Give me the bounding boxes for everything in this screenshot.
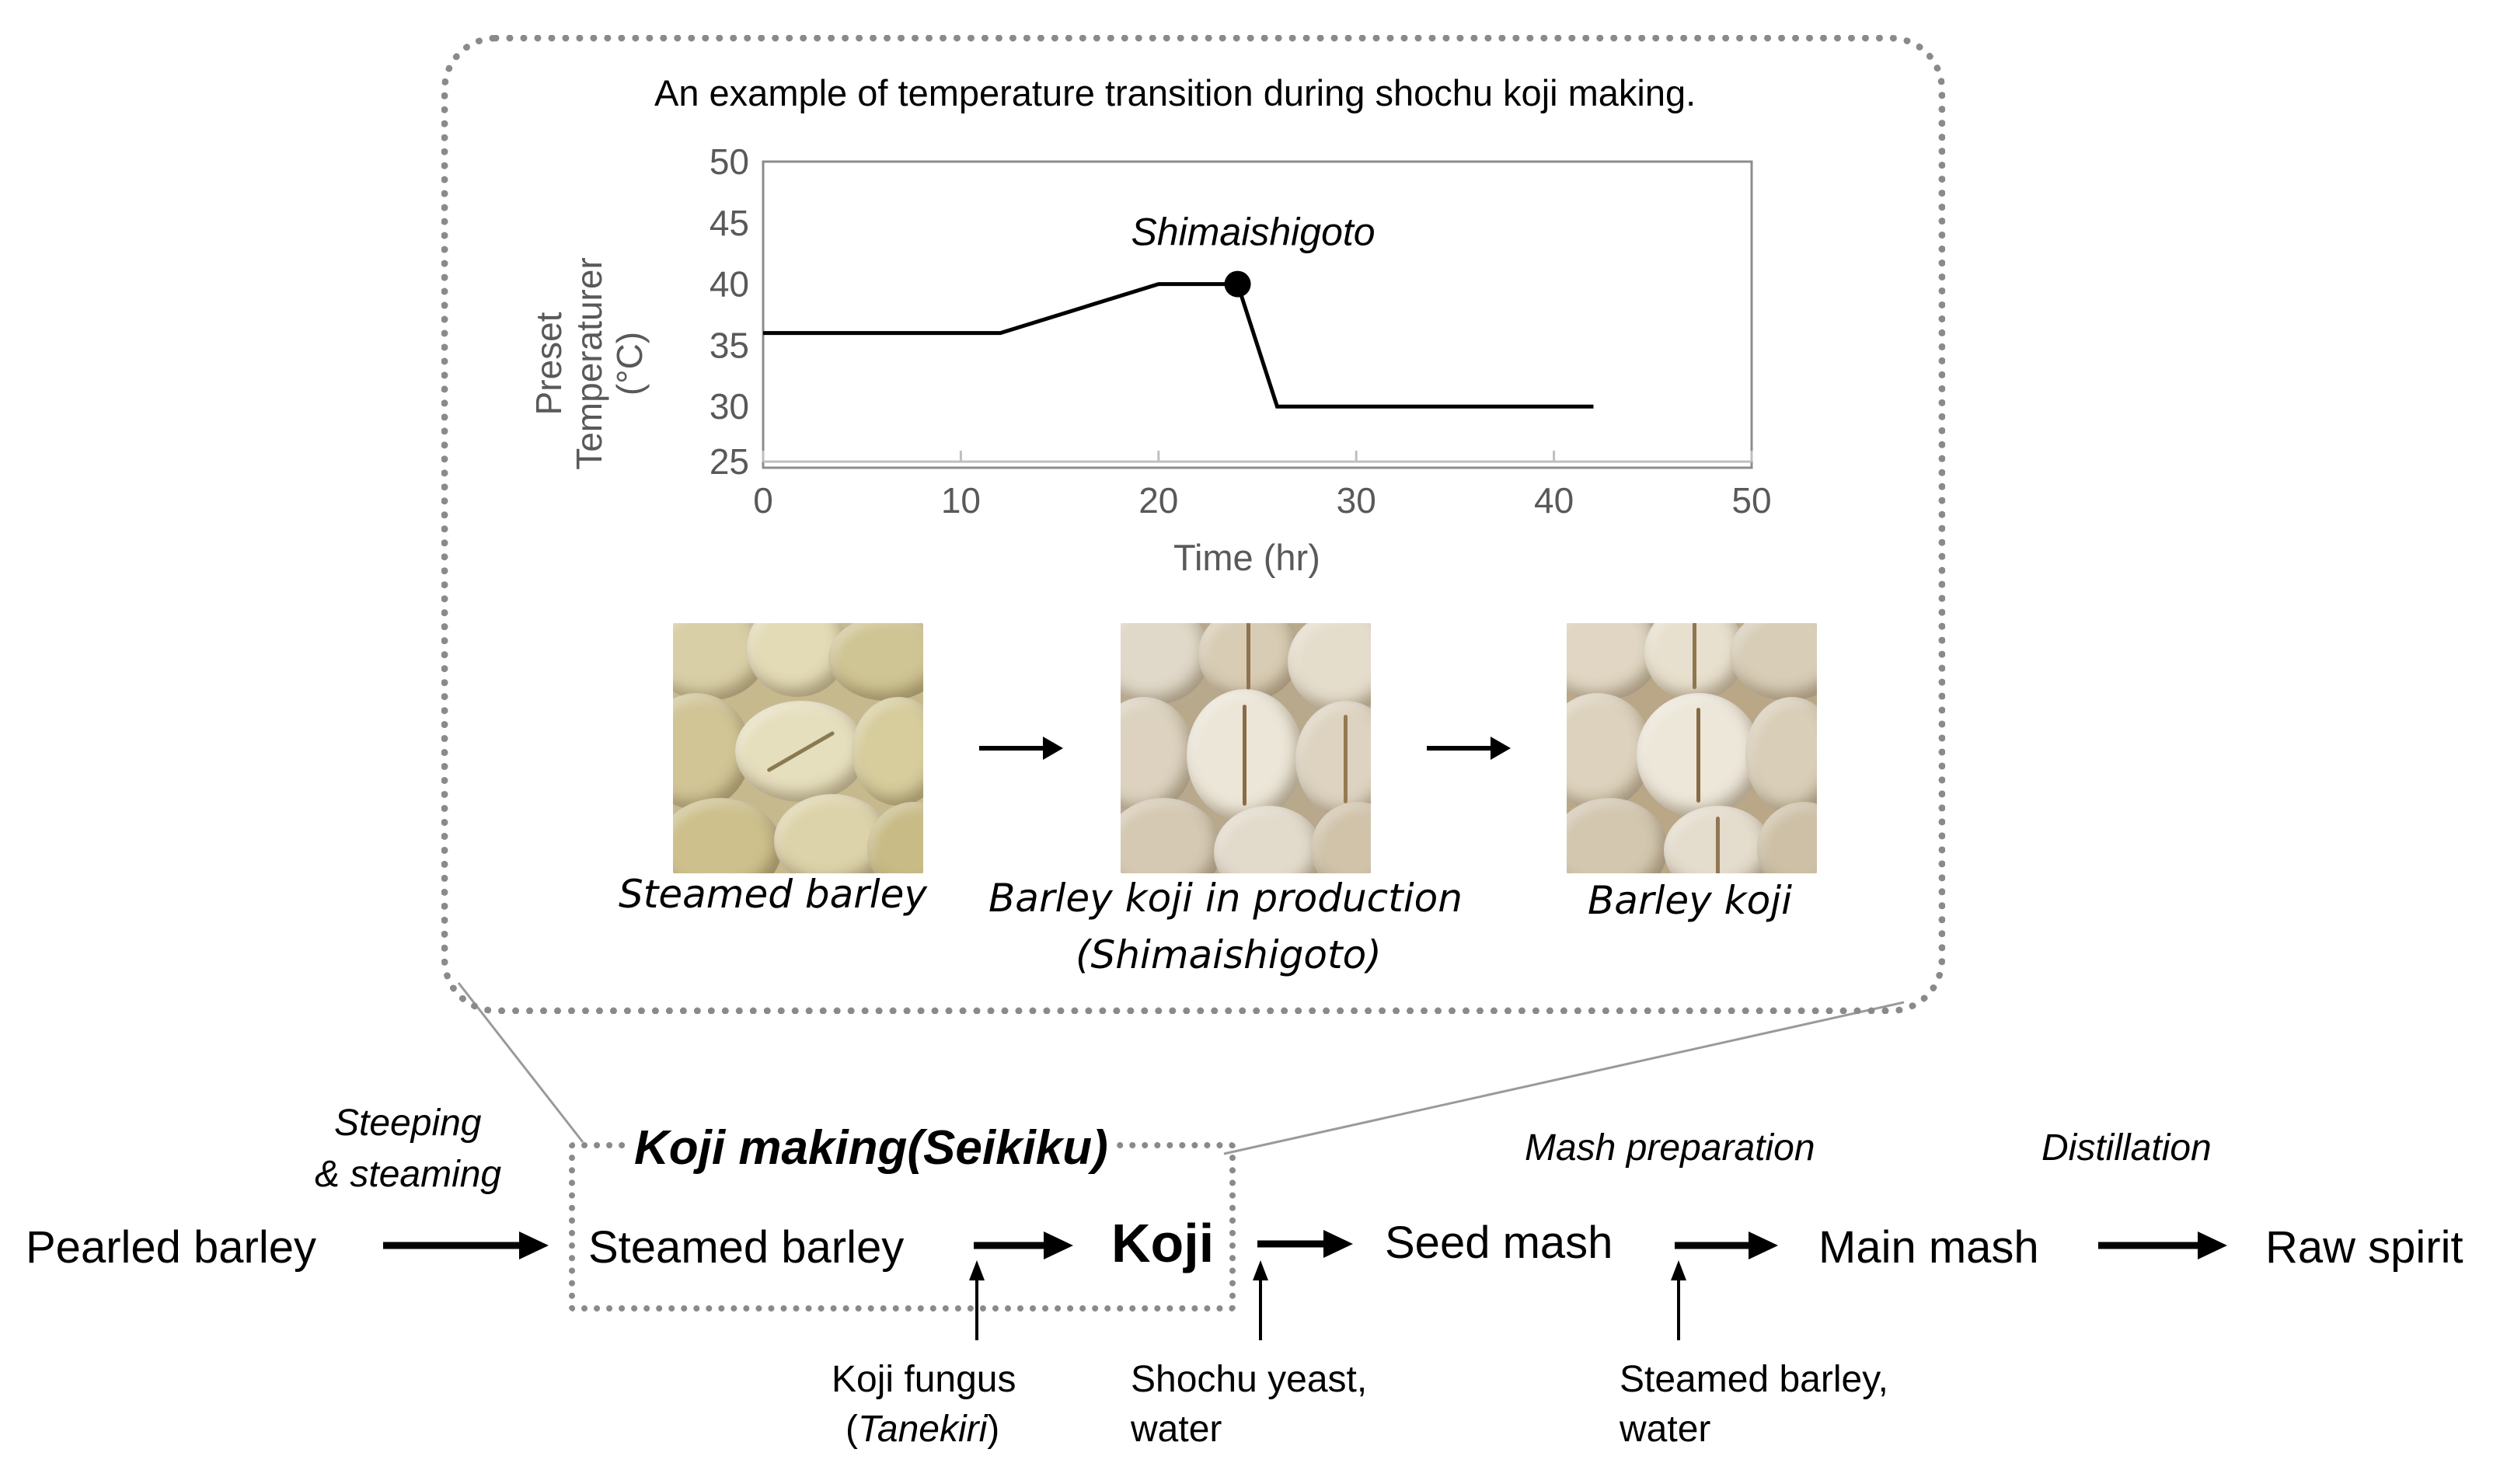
label-steeping: Steeping <box>334 1103 482 1144</box>
arrow-koji-to-seed <box>1257 1230 1353 1258</box>
series-line <box>763 282 1594 409</box>
paren-close: ) <box>987 1409 1000 1450</box>
step-main-mash: Main mash <box>1818 1222 2039 1273</box>
y-tick-label-40: 40 <box>710 264 749 305</box>
caption-barley-koji-in-production: Barley koji in production <box>988 876 1463 921</box>
input-yeast-line1: Shochu yeast, <box>1131 1359 1368 1400</box>
photo-steamed-barley <box>673 623 923 873</box>
y-tick-label-30: 30 <box>710 386 749 427</box>
arrow-main-to-raw <box>2098 1231 2227 1259</box>
photo-arrow-2 <box>1427 737 1511 760</box>
photo-arrow-1 <box>979 737 1063 760</box>
caption-steamed-barley: Steamed barley <box>619 872 928 917</box>
photo-barley-koji-in-production <box>1121 623 1371 873</box>
input-barley-line2: water <box>1620 1409 1711 1450</box>
arrow-seed-to-main <box>1675 1231 1778 1259</box>
temperature-chart: 0 10 20 30 40 50 25 30 35 40 45 50 Shimaishigoto <box>710 141 1772 521</box>
marker-point <box>1224 270 1251 298</box>
y-tick-label-35: 35 <box>710 325 749 365</box>
label-mash-preparation: Mash preparation <box>1525 1127 1815 1169</box>
label-steaming: & steaming <box>315 1154 502 1195</box>
photo-barley-koji <box>1567 623 1817 873</box>
x-tick-label-20: 20 <box>1138 480 1178 521</box>
step-pearled-barley: Pearled barley <box>26 1222 316 1273</box>
inset-box <box>441 35 1945 1014</box>
x-tick-label-10: 10 <box>941 480 981 521</box>
y-tick-label-45: 45 <box>710 203 749 243</box>
step-raw-spirit: Raw spirit <box>2265 1222 2463 1273</box>
koji-making-title: Koji making(Seikiku) <box>628 1120 1114 1176</box>
arrow-barley-input <box>1671 1260 1686 1340</box>
arrow-steamed-to-koji <box>974 1231 1073 1259</box>
arrow-koji-fungus-input <box>969 1260 985 1340</box>
chart-title: An example of temperature transition dur… <box>654 72 1696 113</box>
y-tick-label-25: 25 <box>710 441 749 482</box>
caption-barley-koji: Barley koji <box>1588 878 1792 923</box>
x-tick-label-40: 40 <box>1534 480 1574 521</box>
x-tick-label-50: 50 <box>1731 480 1771 521</box>
step-koji: Koji <box>1111 1213 1215 1273</box>
tanekiri-term: Tanekiri <box>857 1409 988 1450</box>
input-koji-fungus-line2: (Tanekiri) <box>846 1408 999 1451</box>
step-seed-mash: Seed mash <box>1385 1218 1613 1268</box>
arrow-yeast-input <box>1253 1260 1268 1340</box>
y-tick-label-50: 50 <box>710 141 749 182</box>
x-tick-label-0: 0 <box>753 480 773 521</box>
input-barley-line1: Steamed barley, <box>1620 1359 1888 1400</box>
marker-annotation: Shimaishigoto <box>1131 211 1376 254</box>
paren-open: ( <box>846 1409 858 1450</box>
x-tick-label-30: 30 <box>1337 480 1376 521</box>
plot-frame <box>762 160 1753 469</box>
connector-right <box>1223 1001 1905 1155</box>
arrow-pearled-to-steamed <box>383 1231 549 1259</box>
label-distillation: Distillation <box>2041 1127 2212 1169</box>
input-koji-fungus-line1: Koji fungus <box>832 1359 1016 1400</box>
caption-shimaishigoto: (Shimaishigoto) <box>1076 932 1382 977</box>
x-axis-label: Time (hr) <box>1173 537 1320 578</box>
input-yeast-line2: water <box>1131 1409 1222 1450</box>
step-steamed-barley: Steamed barley <box>588 1222 905 1273</box>
